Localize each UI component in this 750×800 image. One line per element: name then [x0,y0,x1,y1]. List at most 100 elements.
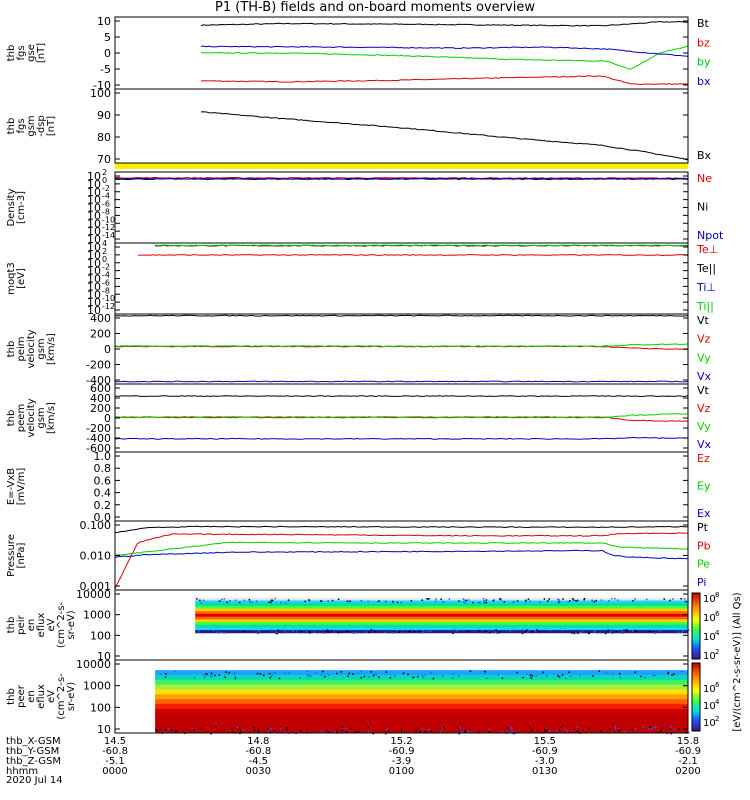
legend-Ey: Ey [697,480,711,493]
spectrogram-speck [306,670,309,672]
footer-row-value: -5.1 [105,756,125,767]
ytick-label: -200 [86,422,111,435]
spectrogram-speck [549,629,551,632]
spectrogram-speck [678,728,680,730]
spectrogram-speck [418,731,421,733]
spectrogram-speck [453,629,456,631]
spectrogram-speck [223,632,226,634]
spectrogram-speck [604,671,607,674]
spectrogram-speck [588,727,591,729]
ylabel-line: thb [6,341,17,358]
footer-row-value: -60.8 [102,746,128,757]
spectrogram-speck [469,670,472,672]
panel-frame [114,171,689,244]
ylabel-line: fgs [16,118,27,133]
ytick-exponent: 0 [102,176,107,185]
ytick-label: 0.0 [94,511,112,524]
ylabel-line: peim [16,336,27,361]
spectrogram-speck [680,631,683,634]
spectrogram-speck [485,599,488,601]
spectrogram-speck [359,670,362,673]
ytick-label: 10 [87,296,101,309]
spectrogram-speck [488,631,491,634]
series-bx [200,45,689,57]
spectrogram-speck [649,726,651,729]
ylabel-line: Density [6,188,17,226]
spectrogram-speck [394,630,396,633]
figure-title: P1 (TH-B) fields and on-board moments ov… [215,0,535,15]
spectrogram-speck [484,672,487,674]
spectrogram-speck [467,630,469,632]
series-Vy [114,343,689,348]
spectrogram-speck [308,599,310,601]
spectrogram-speck [558,599,560,601]
spectrogram-speck [295,631,297,633]
spectrogram-speck [680,597,682,600]
spectrogram-speck [238,727,241,729]
spectrogram-speck [420,630,422,633]
spectrogram-band [195,627,688,631]
spectrogram-speck [510,726,512,729]
spectrogram-speck [384,601,387,603]
legend-Vy: Vy [697,420,711,433]
spectrogram-speck [621,632,624,634]
ytick-label: 100 [90,87,111,100]
spectrogram-speck [634,598,636,600]
spectrogram-speck [507,731,509,733]
spectrogram-speck [579,674,581,677]
spectrogram-speck [521,629,524,631]
spectrogram-speck [512,601,514,604]
spectrogram-band [195,608,688,612]
spectrogram-speck [275,632,277,634]
spectrogram-speck [409,630,412,633]
spectrogram-speck [268,730,271,733]
spectrogram-speck [469,728,471,731]
ylabel-line: [cm-3] [16,191,27,224]
spectrogram-speck [270,601,272,604]
legend-Vt: Vt [697,384,710,397]
spectrogram-speck [418,630,421,632]
spectrogram-speck [333,630,335,633]
spectrogram-speck [632,600,634,602]
ytick-label: -600 [86,442,111,455]
ytick-label: 10 [87,186,101,199]
legend-Vz: Vz [697,333,711,346]
ytick-label: 1000 [83,609,111,622]
spectrogram-speck [234,677,237,680]
spectrogram-speck [531,630,534,633]
spectrogram-speck [634,671,636,674]
spectrogram-speck [365,631,368,633]
spectrogram-speck [200,727,203,729]
spectrogram-speck [340,671,343,673]
ylabel-line: velocity [26,398,37,437]
colorbar-tick-exponent: 2 [715,715,719,723]
spectrogram-speck [253,729,256,732]
ylabel-line: (cm^2-s- [56,673,67,720]
series-by [200,45,689,70]
spectrogram-speck [684,600,686,603]
spectrogram-speck [282,629,285,631]
ylabel-line: [km/s] [46,402,57,434]
footer-row-value: -2.1 [678,756,698,767]
ylabel-line: [nPa] [16,542,27,568]
spectrogram-speck [276,632,278,635]
spectrogram-speck [634,728,637,730]
ylabel-line: Pressure [6,534,17,577]
legend-Vx: Vx [697,370,712,383]
spectrogram-speck [226,601,228,604]
spectrogram-speck [451,677,454,679]
footer-row-value: 14.5 [104,736,126,747]
spectrogram-speck [503,601,506,603]
spectrogram-speck [350,727,352,730]
spectrogram-speck [626,630,628,632]
spectrogram-speck [372,674,375,677]
spectrogram-speck [498,631,500,634]
spectrogram-speck [479,601,481,604]
ylabel-line: thb [6,688,17,705]
spectrogram-speck [367,600,369,603]
spectrogram-band [155,723,689,729]
footer-row-value: 15.2 [390,736,412,747]
spectrogram-speck [321,673,323,676]
